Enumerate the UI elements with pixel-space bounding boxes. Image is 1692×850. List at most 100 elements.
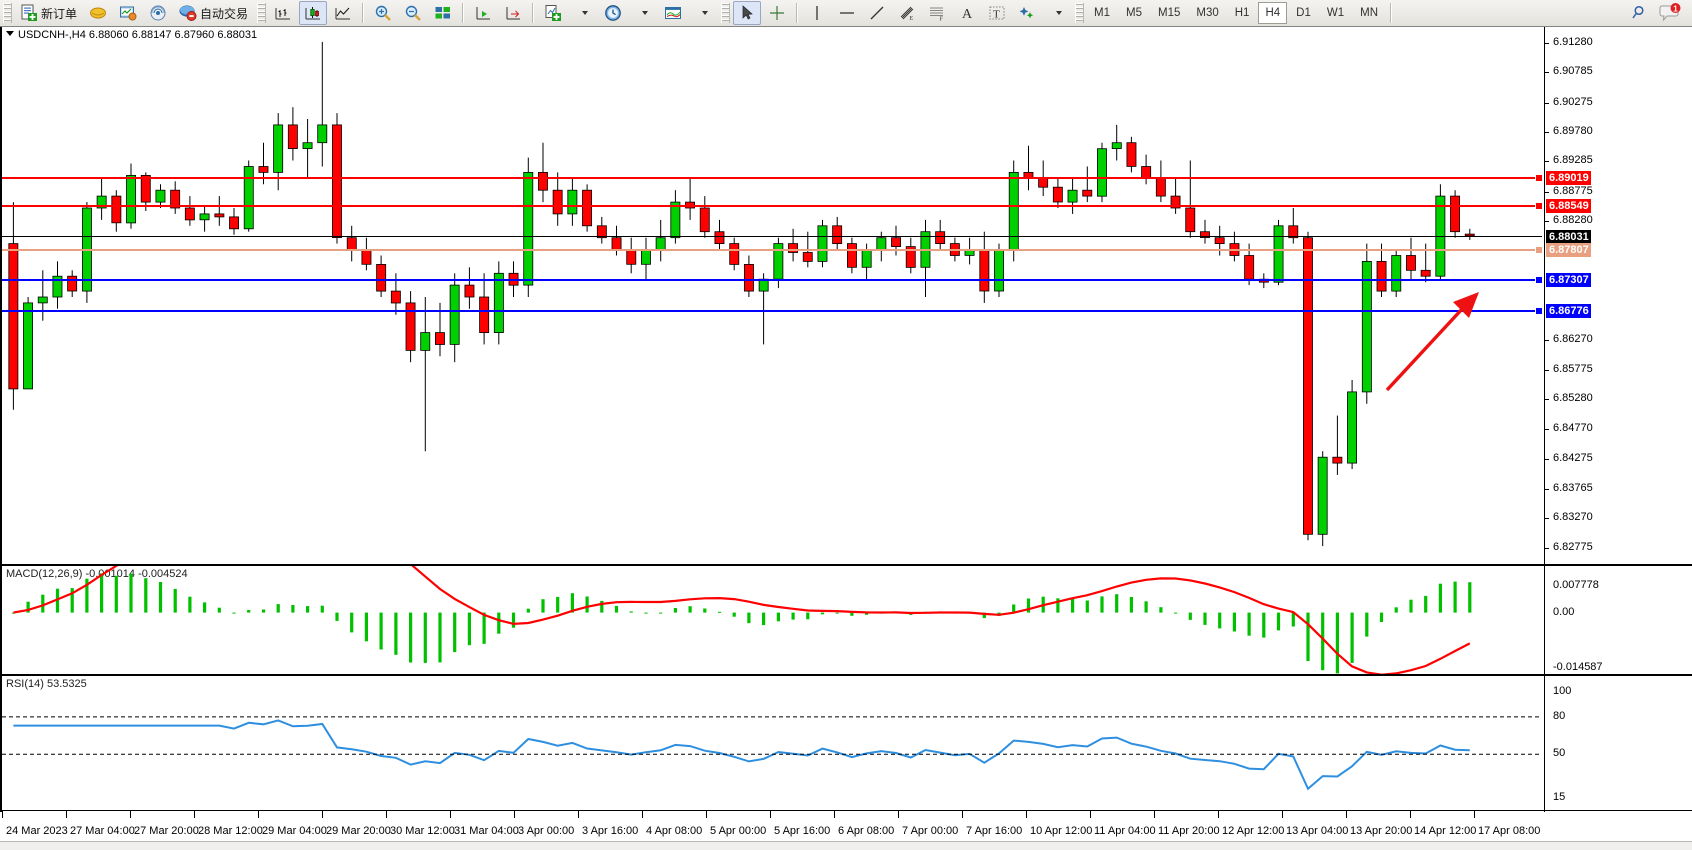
time-axis-tick	[1154, 811, 1155, 818]
toolbar-grip[interactable]	[3, 3, 12, 23]
bid-line-price-tag[interactable]: 6.87807	[1546, 243, 1591, 258]
bar-chart-icon	[90, 7, 107, 19]
horizontal-line-button[interactable]	[833, 1, 861, 25]
timeframe-m30[interactable]: M30	[1196, 7, 1219, 19]
chat-badge: 1	[1673, 4, 1678, 13]
time-axis-tick	[322, 811, 323, 818]
resistance-line-1[interactable]	[2, 177, 1542, 180]
price-axis-tick	[1544, 102, 1549, 104]
price-axis-label: 6.86270	[1553, 333, 1593, 346]
new-chart-icon	[545, 5, 562, 21]
time-axis-tick	[386, 811, 387, 818]
crosshair-icon	[770, 6, 785, 20]
timeframe-d1[interactable]: D1	[1296, 7, 1311, 19]
new-order-button[interactable]: 新订单	[15, 1, 82, 25]
indicator-list-icon	[665, 7, 682, 19]
time-axis-tick	[1346, 811, 1347, 818]
chat-button[interactable]: 1	[1656, 1, 1684, 25]
resistance-line-2-handle[interactable]	[1535, 202, 1543, 211]
macd-pane[interactable]: MACD(12,26,9) -0.001014 -0.004524 0.0077…	[0, 564, 1692, 676]
cursor-button[interactable]	[733, 1, 762, 25]
zoom-out-button[interactable]	[399, 1, 427, 25]
price-pane[interactable]: USDCNH-,H4 6.88060 6.88147 6.87960 6.880…	[0, 27, 1692, 564]
resistance-line-2-price-tag[interactable]: 6.88549	[1546, 199, 1591, 214]
new-chart-button[interactable]	[539, 1, 567, 25]
timeframe-h1[interactable]: H1	[1234, 7, 1250, 19]
support-line-1-handle[interactable]	[1535, 275, 1543, 284]
price-axis-label: 6.88775	[1553, 184, 1593, 197]
resistance-line-1-handle[interactable]	[1535, 174, 1543, 183]
rsi-pane[interactable]: RSI(14) 53.5325 100 80 50 15	[0, 674, 1692, 812]
timeframe-m1[interactable]: M1	[1094, 7, 1111, 19]
line-mode-button[interactable]	[329, 1, 357, 25]
chat-icon: 1	[1659, 3, 1681, 22]
auto-trading-button[interactable]: 自动交易	[174, 1, 253, 25]
time-axis-label: 3 Apr 16:00	[582, 825, 639, 837]
tile-windows-button[interactable]	[429, 1, 457, 25]
support-line-1[interactable]	[2, 278, 1542, 281]
period-button[interactable]	[599, 1, 627, 25]
text-label-button[interactable]: T	[983, 1, 1011, 25]
chart-menu-arrow-icon[interactable]	[6, 31, 14, 36]
price-axis-tick	[1544, 547, 1549, 549]
auto-scroll-button[interactable]	[499, 1, 527, 25]
price-axis-label: 6.89780	[1553, 125, 1593, 138]
chart-shift-icon	[476, 7, 491, 20]
bid-line[interactable]	[2, 249, 1542, 252]
price-axis-label: 6.83765	[1553, 481, 1593, 494]
support-line-2-handle[interactable]	[1535, 307, 1543, 316]
timeframe-w1[interactable]: W1	[1326, 7, 1345, 19]
price-axis-label: 6.85280	[1553, 392, 1593, 405]
chart-shift-button[interactable]	[469, 1, 497, 25]
last-price-line[interactable]	[2, 235, 1542, 237]
support-line-2[interactable]	[2, 310, 1542, 313]
resistance-line-2[interactable]	[2, 205, 1542, 208]
shapes-button[interactable]	[1013, 1, 1041, 25]
terminal-button[interactable]	[114, 1, 142, 25]
time-axis[interactable]: 24 Mar 2023 27 Mar 04:00 27 Mar 20:00 28 Ma…	[0, 810, 1692, 850]
bullish-arrow[interactable]	[1375, 272, 1535, 402]
candlestick-mode-icon	[305, 7, 321, 20]
indicator-dropdown[interactable]	[689, 1, 717, 25]
support-line-2-price-tag[interactable]: 6.86776	[1546, 304, 1591, 319]
bid-line-handle[interactable]	[1535, 246, 1543, 255]
period-dropdown[interactable]	[629, 1, 657, 25]
candlestick-mode-button[interactable]	[299, 1, 328, 25]
toolbar-grip-3[interactable]	[721, 3, 731, 23]
svg-text:A: A	[962, 7, 973, 22]
profile-button[interactable]	[84, 1, 112, 25]
trendline-button[interactable]	[863, 1, 891, 25]
toolbar-grip-2[interactable]	[257, 3, 267, 23]
indicator-list-button[interactable]	[659, 1, 687, 25]
bar-chart-mode-button[interactable]	[269, 1, 297, 25]
search-button[interactable]	[1626, 1, 1654, 25]
fibonacci-button[interactable]: F	[923, 1, 951, 25]
new-order-icon	[21, 4, 37, 21]
vertical-line-button[interactable]	[803, 1, 831, 25]
price-axis-label: 6.84275	[1553, 451, 1593, 464]
toolbar-grip-4[interactable]	[1075, 3, 1085, 23]
timeframe-m5[interactable]: M5	[1126, 7, 1142, 19]
last-price-line-price-tag[interactable]: 6.88031	[1546, 229, 1591, 244]
timeframe-h4[interactable]: H4	[1258, 2, 1288, 24]
resistance-line-1-price-tag[interactable]: 6.89019	[1546, 171, 1591, 186]
time-axis-tick	[898, 811, 899, 818]
text-button[interactable]: A	[953, 1, 981, 25]
price-axis-tick	[1544, 161, 1549, 163]
timeframe-mn[interactable]: MN	[1360, 7, 1378, 19]
time-axis-tick	[706, 811, 707, 818]
price-axis-label: 6.85775	[1553, 362, 1593, 375]
signals-button[interactable]	[144, 1, 172, 25]
shapes-dropdown[interactable]	[1043, 1, 1071, 25]
equidistant-channel-button[interactable]: E	[893, 1, 921, 25]
timeframe-m15[interactable]: M15	[1158, 7, 1181, 19]
crosshair-button[interactable]	[763, 1, 791, 25]
new-chart-dropdown[interactable]	[569, 1, 597, 25]
zoom-in-button[interactable]	[369, 1, 397, 25]
support-line-1-price-tag[interactable]: 6.87307	[1546, 272, 1591, 287]
toolbar-separator-5	[1390, 3, 1392, 23]
chart-window[interactable]: USDCNH-,H4 6.88060 6.88147 6.87960 6.880…	[0, 26, 1692, 850]
line-mode-icon	[335, 7, 351, 20]
price-axis-tick	[1544, 43, 1549, 45]
price-axis-label: 6.89285	[1553, 154, 1593, 167]
